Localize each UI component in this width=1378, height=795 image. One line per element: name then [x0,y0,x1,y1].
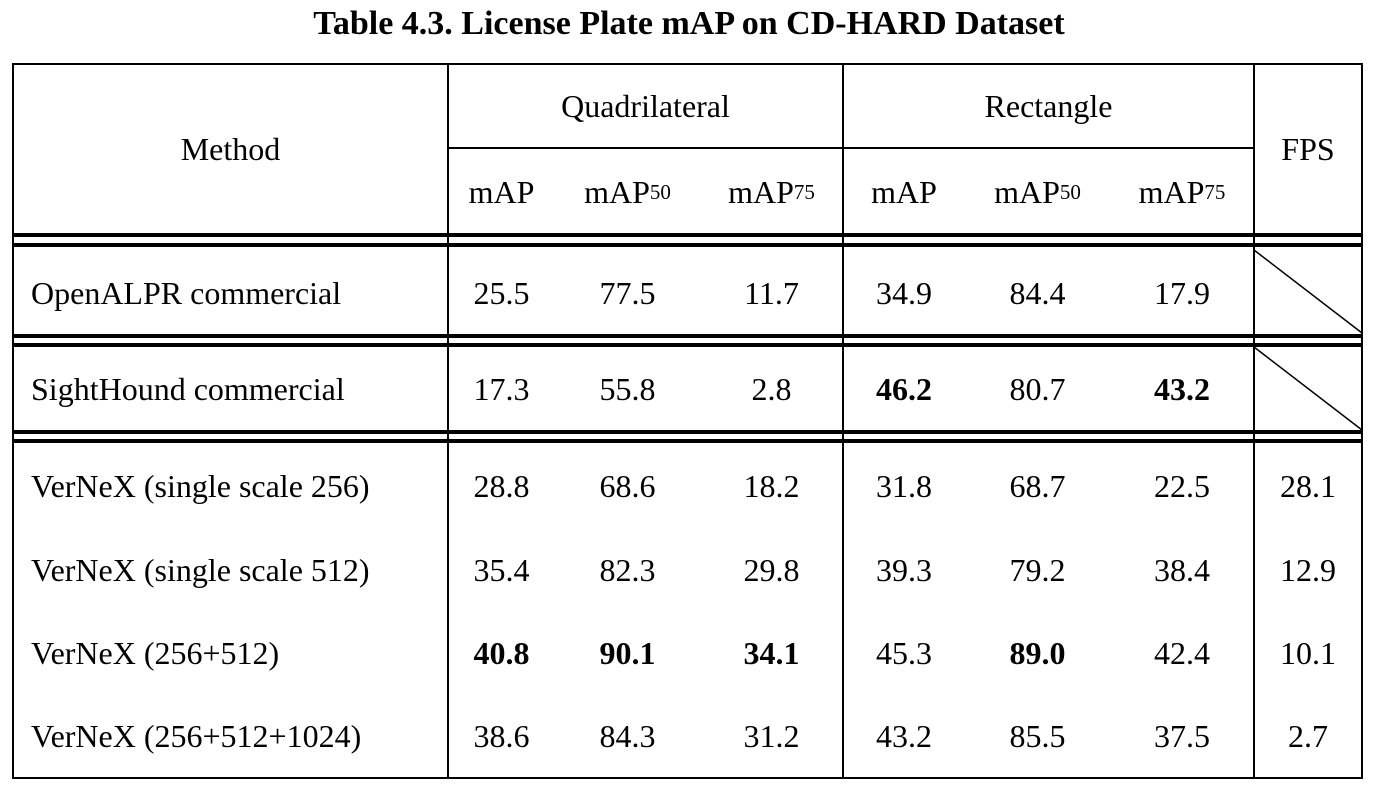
group-header-rule [448,147,1254,149]
row-value: 42.4 [1154,635,1210,671]
row2-double-rule-b [13,439,1362,443]
header-subcol-base: mAP [1138,173,1205,210]
row1-double-rule-b [13,343,1362,347]
row-value: 38.4 [1154,552,1210,588]
row-fps: 10.1 [1280,635,1336,671]
table-bottom-border [13,777,1362,779]
header-subcol: mAP 75 [700,150,843,234]
row-value: 34.1 [743,635,800,671]
row-value: 80.7 [1009,371,1066,407]
header-group-rectangle: Rectangle [984,87,1113,124]
row-value: 22.5 [1154,467,1210,504]
row-value: 46.2 [876,371,932,407]
row-method: VerNeX (256+512) [31,635,280,671]
header-subcol-subscript: 75 [793,179,815,204]
header-subcol: mAP 50 [965,150,1110,234]
column-rule [842,63,844,779]
header-subcol-base: mAP [584,173,650,210]
row-value: 29.8 [743,552,800,588]
header-subcol-base: mAP [994,173,1060,210]
header-fps: FPS [1281,130,1335,167]
row-value: 31.8 [876,467,932,504]
header-subcol-subscript: 50 [649,179,671,204]
row-method: OpenALPR commercial [31,274,342,311]
header-subcol-subscript: 50 [1059,179,1081,204]
row-method: VerNeX (256+512+1024) [31,718,362,754]
row-fps: 2.7 [1288,718,1328,754]
row-method: VerNeX (single scale 512) [31,552,370,588]
row-value: 11.7 [744,274,799,311]
row-value: 82.3 [599,552,656,588]
header-method: Method [180,130,281,167]
row-value: 77.5 [599,274,656,311]
header-subcol-base: mAP [728,173,794,210]
row-value: 89.0 [1009,635,1066,671]
header-double-rule-b [13,243,1362,247]
row-value: 2.8 [751,371,792,407]
table-top-border [13,63,1362,65]
row-value: 45.3 [876,635,932,671]
row-value: 18.2 [743,467,800,504]
row-value: 39.3 [876,552,932,588]
row2-double-rule-a [13,430,1362,434]
row-fps: 12.9 [1280,552,1336,588]
header-subcol: mAP 75 [1110,150,1254,234]
header-subcol-subscript: 75 [1204,179,1226,204]
row-value: 25.5 [473,274,530,311]
row-value: 17.9 [1154,274,1210,311]
header-group-quadrilateral: Quadrilateral [561,87,730,124]
column-rule [1253,63,1255,779]
header-subcol-base: mAP [468,173,535,210]
row-value: 84.4 [1009,274,1066,311]
header-subcol-base: mAP [871,173,937,210]
row1-double-rule-a [13,334,1362,338]
row-value: 34.9 [876,274,932,311]
row-value: 28.8 [473,467,530,504]
row-fps: 28.1 [1280,467,1336,504]
row-fps [1254,250,1362,336]
row-value: 68.7 [1009,467,1066,504]
row-value: 38.6 [473,718,530,754]
row-value: 85.5 [1009,718,1066,754]
row-value: 37.5 [1154,718,1210,754]
column-rule [12,63,14,779]
header-subcol: mAP [448,150,555,234]
row-value: 68.6 [599,467,656,504]
row-value: 43.2 [876,718,932,754]
row-value: 43.2 [1154,371,1210,407]
row-value: 31.2 [743,718,800,754]
header-subcol: mAP 50 [555,150,700,234]
row-value: 40.8 [473,635,530,671]
row-value: 17.3 [473,371,530,407]
column-rule [447,63,449,779]
column-rule [1361,63,1363,779]
table-caption: Table 4.3. License Plate mAP on CD-HARD … [313,5,1065,42]
header-double-rule-a [13,233,1362,237]
row-value: 35.4 [473,552,530,588]
row-fps [1254,346,1362,433]
row-value: 84.3 [599,718,656,754]
row-method: VerNeX (single scale 256) [31,467,370,504]
row-method: SightHound commercial [31,371,345,407]
row-value: 79.2 [1009,552,1066,588]
row-value: 90.1 [599,635,656,671]
header-subcol: mAP [843,150,965,234]
row-value: 55.8 [599,371,656,407]
